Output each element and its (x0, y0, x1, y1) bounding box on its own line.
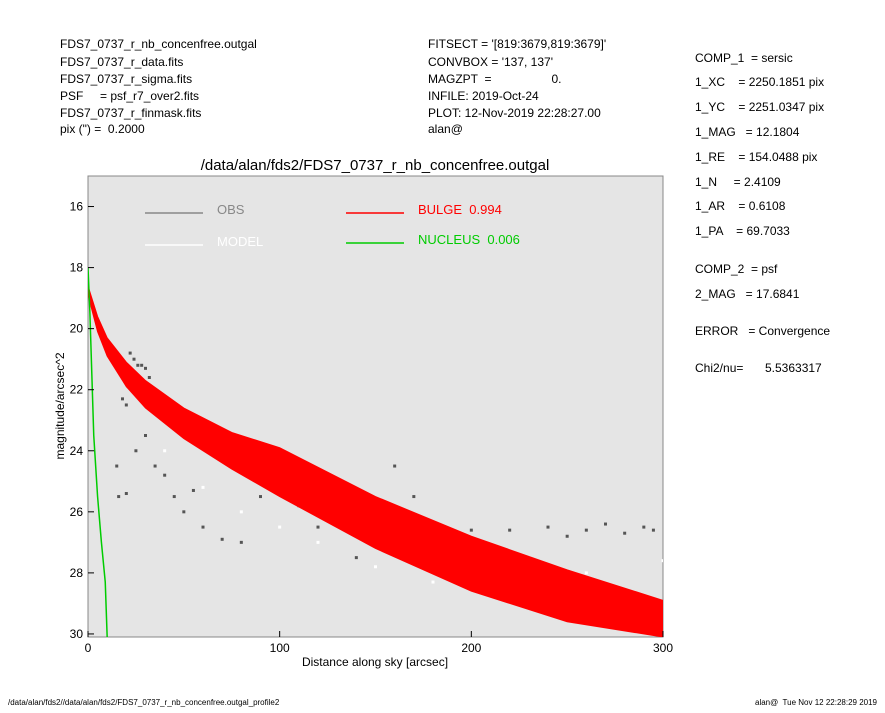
data-point (128, 351, 132, 355)
data-point (115, 464, 119, 468)
header-middle-line: FITSECT = '[819:3679,819:3679]' (428, 37, 606, 51)
data-point (316, 525, 320, 529)
data-point (565, 534, 569, 538)
data-point (163, 449, 167, 453)
fit-parameter: 1_AR = 0.6108 (695, 199, 786, 213)
y-tick-label: 26 (70, 505, 84, 519)
header-middle-line: INFILE: 2019-Oct-24 (428, 89, 539, 103)
data-point (604, 522, 607, 526)
data-point (651, 528, 655, 532)
header-middle-line: CONVBOX = '137, 137' (428, 55, 553, 69)
fit-parameter: 1_RE = 154.0488 pix (695, 150, 817, 164)
x-axis-label: Distance along sky [arcsec] (302, 655, 448, 669)
fit-parameter: 1_N = 2.4109 (695, 175, 781, 189)
y-tick-label: 30 (70, 627, 84, 641)
profile-line (88, 267, 108, 637)
header-left-line: FDS7_0737_r_finmask.fits (60, 106, 201, 120)
legend-label: MODEL (217, 234, 263, 249)
data-point (239, 510, 243, 514)
data-point (278, 525, 282, 529)
axes: 16 18 20 22 24 26 28 300 100 200 300 OBS MODEL BULGE … (70, 200, 674, 655)
header-left-line: PSF = psf_r7_over2.fits (60, 89, 199, 103)
data-point (124, 403, 128, 407)
y-tick-label: 16 (70, 200, 84, 214)
plot (88, 267, 663, 637)
data-point (661, 559, 663, 563)
fit-parameter: 1_YC = 2251.0347 pix (695, 100, 824, 114)
data-point (182, 510, 186, 514)
y-tick-label: 24 (70, 444, 84, 458)
data-point (259, 495, 262, 499)
data-point (220, 537, 224, 541)
data-point (191, 488, 195, 492)
header-middle-line: PLOT: 12-Nov-2019 22:28:27.00 (428, 106, 601, 120)
data-point (374, 565, 377, 569)
header-left-line: FDS7_0737_r_sigma.fits (60, 72, 192, 86)
fit-parameter: 1_XC = 2250.1851 pix (695, 75, 824, 89)
fit-parameter: COMP_1 = sersic (695, 51, 793, 65)
legend-label: OBS (217, 202, 245, 217)
data-point (117, 495, 121, 499)
y-tick-label: 22 (70, 383, 84, 397)
data-point (239, 540, 243, 544)
fit-parameter: COMP_2 = psf (695, 262, 778, 276)
data-point (132, 357, 136, 361)
footer-right: alan@ Tue Nov 12 22:28:29 2019 (755, 698, 878, 707)
chart-title: /data/alan/fds2/FDS7_0737_r_nb_concenfre… (201, 157, 550, 174)
profile-band (88, 285, 663, 637)
data-point (124, 492, 128, 496)
data-point (136, 363, 140, 367)
header-middle-line: MAGZPT = 0. (428, 72, 561, 86)
data-point (163, 473, 167, 477)
data-point (469, 528, 473, 532)
data-point (546, 525, 550, 529)
fit-parameter: ERROR = Convergence (695, 324, 830, 338)
y-tick-label: 18 (70, 261, 84, 275)
data-point (642, 525, 646, 529)
data-point (144, 366, 147, 370)
header-left-line: pix (") = 0.2000 (60, 122, 145, 136)
data-point (508, 528, 512, 532)
header: FDS7_0737_r_nb_concenfree.outgal FDS7_073… (60, 37, 830, 375)
chi2-value: 5.5363317 (765, 361, 822, 375)
y-axis-label: magnitude/arcsec^2 (53, 352, 67, 459)
data-point (354, 556, 358, 560)
data-point (172, 495, 176, 499)
plot-area (87, 175, 664, 638)
data-point (121, 397, 124, 401)
x-tick-label: 100 (270, 641, 290, 655)
header-middle-line: alan@ (428, 122, 463, 136)
legend-label: NUCLEUS 0.006 (418, 232, 520, 247)
data-point (134, 449, 138, 453)
y-tick-label: 28 (70, 566, 84, 580)
data-point (316, 540, 320, 544)
header-left-line: FDS7_0737_r_data.fits (60, 55, 183, 69)
data-point (201, 485, 205, 489)
data-point (584, 528, 588, 532)
data-point (144, 434, 147, 438)
data-point (153, 464, 157, 468)
data-point (431, 580, 435, 584)
footer-left: /data/alan/fds2//data/alan/fds2/FDS7_073… (8, 698, 280, 707)
data-point (147, 375, 151, 379)
y-tick-label: 20 (70, 322, 84, 336)
fit-parameter: 1_PA = 69.7033 (695, 224, 790, 238)
legend-label: BULGE 0.994 (418, 202, 502, 217)
data-point (584, 571, 588, 575)
data-point (393, 464, 397, 468)
chi2-label: Chi2/nu= (695, 361, 743, 375)
data-point (623, 531, 627, 535)
data-point (201, 525, 205, 529)
x-tick-label: 300 (653, 641, 673, 655)
x-tick-label: 0 (85, 641, 92, 655)
data-point (412, 495, 416, 499)
header-left-line: FDS7_0737_r_nb_concenfree.outgal (60, 37, 257, 51)
fit-parameter: 1_MAG = 12.1804 (695, 125, 800, 139)
data-point (140, 363, 144, 367)
fit-parameter: 2_MAG = 17.6841 (695, 287, 800, 301)
x-tick-label: 200 (461, 641, 481, 655)
